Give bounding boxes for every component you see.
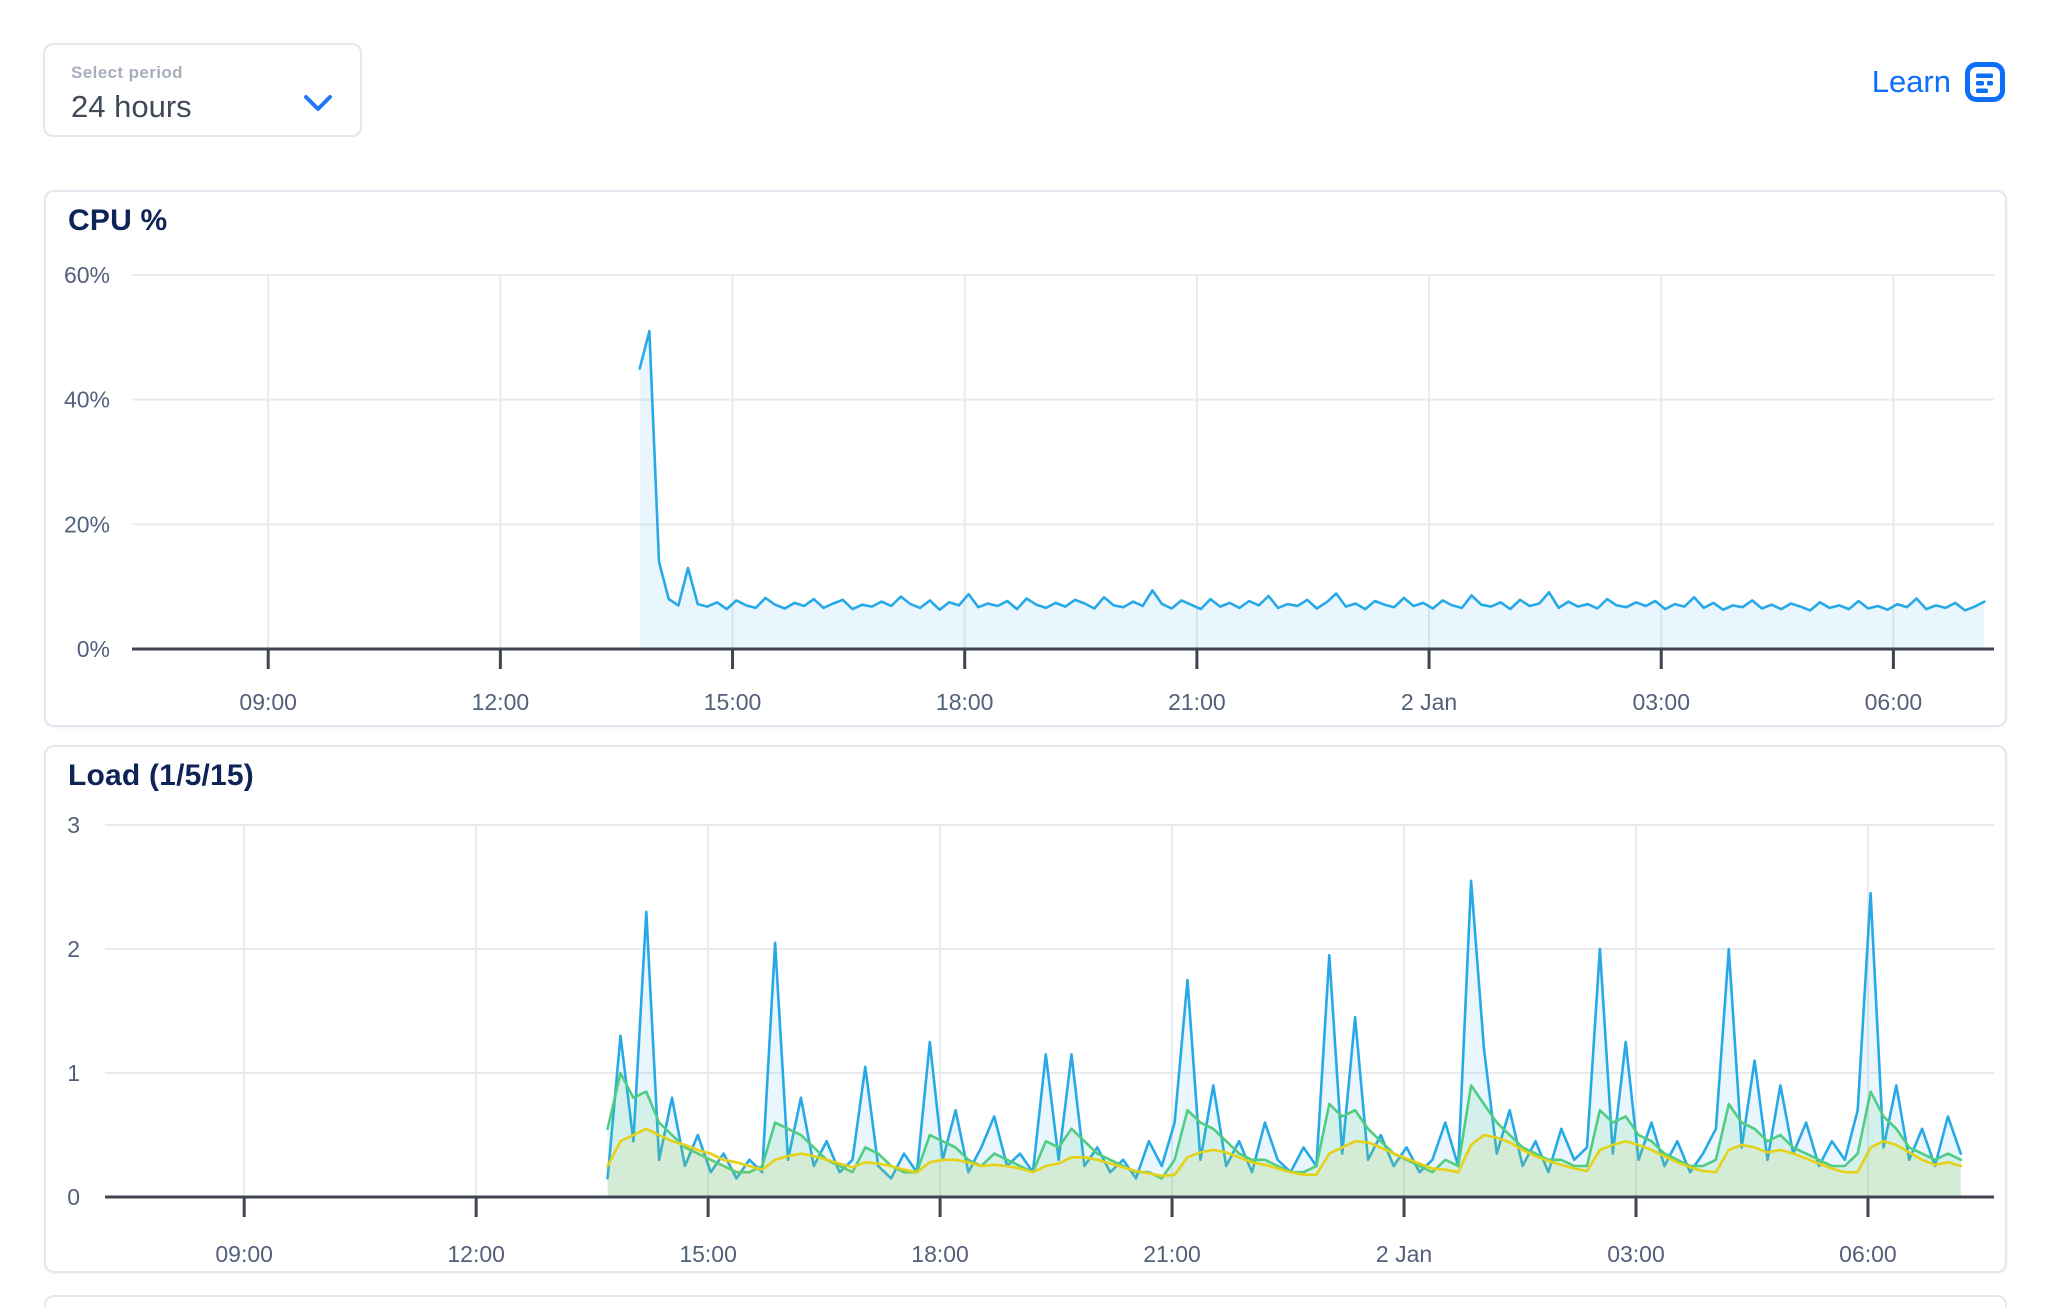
chevron-down-icon — [304, 95, 332, 111]
cpu-chart-title: CPU % — [68, 204, 168, 237]
period-select-label: Select period — [71, 63, 183, 82]
svg-text:06:00: 06:00 — [1839, 1241, 1897, 1267]
svg-text:60%: 60% — [64, 262, 110, 288]
svg-text:2 Jan: 2 Jan — [1376, 1241, 1432, 1267]
next-chart-card-partial — [44, 1295, 2007, 1307]
load-chart-plot[interactable]: 09:00 12:00 15:00 18:00 21:00 2 Jan 03:00 06:00… — [46, 747, 2009, 1275]
load-chart-card: Load (1/5/15) 09:00 12:00 15:00 18:00 21:00 2… — [44, 745, 2007, 1273]
svg-text:2 Jan: 2 Jan — [1401, 689, 1457, 715]
svg-text:09:00: 09:00 — [239, 689, 297, 715]
svg-text:0: 0 — [67, 1184, 80, 1210]
svg-text:0%: 0% — [77, 636, 110, 662]
svg-text:12:00: 12:00 — [447, 1241, 505, 1267]
svg-text:40%: 40% — [64, 387, 110, 413]
svg-text:20%: 20% — [64, 511, 110, 537]
docs-icon — [1965, 62, 2005, 102]
cpu-chart-plot[interactable]: 09:00 12:00 15:00 18:00 21:00 2 Jan 03:00 06:00… — [46, 192, 2009, 729]
load-chart-title: Load (1/5/15) — [68, 759, 254, 792]
svg-text:3: 3 — [67, 812, 80, 838]
learn-label: Learn — [1871, 64, 1951, 99]
svg-text:03:00: 03:00 — [1632, 689, 1690, 715]
cpu-chart-card: CPU % 09:00 12:00 15:00 18:00 21:00 2 Jan 03:0… — [44, 190, 2007, 727]
svg-text:09:00: 09:00 — [215, 1241, 273, 1267]
period-select-value: 24 hours — [71, 89, 192, 124]
svg-text:18:00: 18:00 — [911, 1241, 969, 1267]
svg-text:15:00: 15:00 — [704, 689, 762, 715]
svg-text:21:00: 21:00 — [1168, 689, 1226, 715]
svg-text:21:00: 21:00 — [1143, 1241, 1201, 1267]
period-select-dropdown[interactable]: Select period 24 hours — [43, 43, 362, 137]
svg-text:06:00: 06:00 — [1865, 689, 1923, 715]
svg-text:18:00: 18:00 — [936, 689, 994, 715]
svg-text:03:00: 03:00 — [1607, 1241, 1665, 1267]
learn-link[interactable]: Learn — [1872, 60, 2006, 104]
svg-text:2: 2 — [67, 936, 80, 962]
svg-text:15:00: 15:00 — [679, 1241, 737, 1267]
svg-text:1: 1 — [67, 1060, 80, 1086]
svg-text:12:00: 12:00 — [472, 689, 530, 715]
